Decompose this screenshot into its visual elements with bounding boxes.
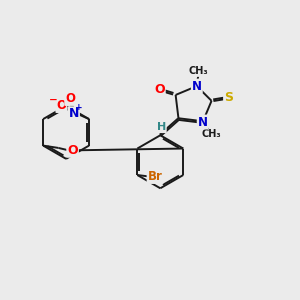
Text: O: O	[67, 144, 78, 157]
Text: O: O	[56, 99, 66, 112]
Text: N: N	[198, 116, 208, 128]
Text: O: O	[65, 92, 75, 105]
Text: Br: Br	[148, 170, 163, 183]
Text: −: −	[49, 95, 58, 105]
Text: +: +	[75, 103, 83, 112]
Text: N: N	[68, 107, 79, 120]
Text: O: O	[154, 83, 165, 96]
Text: H: H	[157, 122, 166, 132]
Text: S: S	[224, 91, 233, 104]
Text: CH₃: CH₃	[202, 129, 221, 140]
Text: N: N	[192, 80, 202, 93]
Text: CH₃: CH₃	[188, 66, 208, 76]
